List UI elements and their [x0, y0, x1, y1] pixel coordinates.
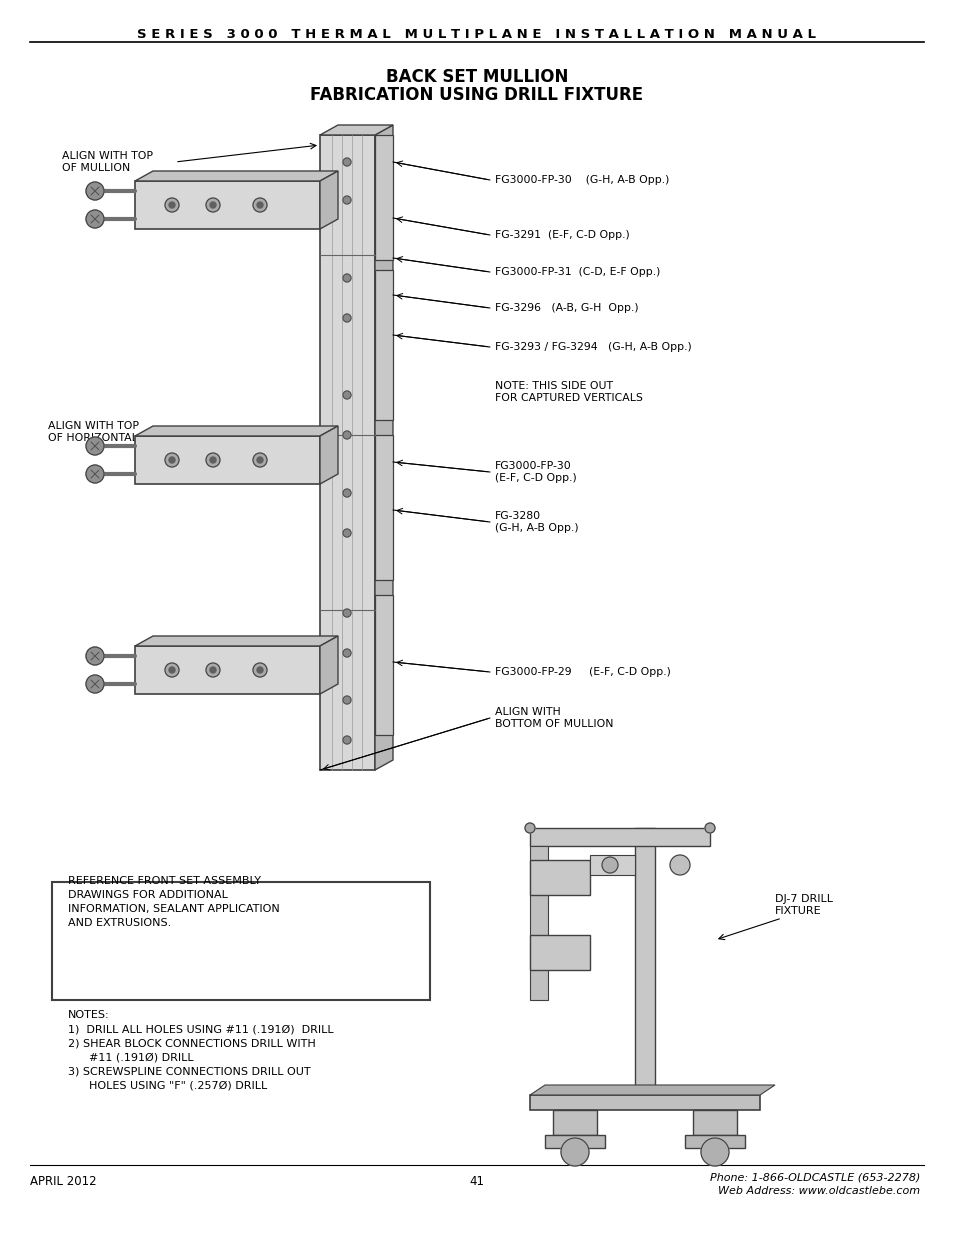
Circle shape: [669, 855, 689, 876]
Text: FG-3291  (E-F, C-D Opp.): FG-3291 (E-F, C-D Opp.): [495, 230, 629, 240]
Circle shape: [343, 196, 351, 204]
Circle shape: [343, 314, 351, 322]
Circle shape: [343, 529, 351, 537]
Circle shape: [343, 158, 351, 165]
Polygon shape: [375, 595, 393, 735]
Circle shape: [86, 210, 104, 228]
Text: FABRICATION USING DRILL FIXTURE: FABRICATION USING DRILL FIXTURE: [310, 86, 643, 104]
Text: ALIGN WITH TOP
OF MULLION: ALIGN WITH TOP OF MULLION: [62, 151, 152, 173]
Polygon shape: [530, 935, 589, 969]
Polygon shape: [684, 1135, 744, 1149]
Polygon shape: [319, 135, 375, 769]
Circle shape: [86, 676, 104, 693]
Polygon shape: [135, 646, 319, 694]
Text: ALIGN WITH
BOTTOM OF MULLION: ALIGN WITH BOTTOM OF MULLION: [495, 708, 613, 729]
Polygon shape: [375, 125, 393, 769]
Circle shape: [343, 431, 351, 438]
Polygon shape: [544, 1135, 604, 1149]
Polygon shape: [135, 426, 337, 436]
Circle shape: [343, 609, 351, 618]
Polygon shape: [319, 125, 393, 135]
Text: BACK SET MULLION: BACK SET MULLION: [385, 68, 568, 86]
Text: APRIL 2012: APRIL 2012: [30, 1174, 96, 1188]
Circle shape: [86, 437, 104, 454]
Circle shape: [165, 453, 179, 467]
Text: Phone: 1-866-OLDCASTLE (653-2278): Phone: 1-866-OLDCASTLE (653-2278): [709, 1172, 919, 1182]
Circle shape: [86, 466, 104, 483]
Circle shape: [210, 203, 215, 207]
Polygon shape: [135, 182, 319, 228]
Text: FG-3280
(G-H, A-B Opp.): FG-3280 (G-H, A-B Opp.): [495, 511, 578, 532]
Circle shape: [704, 823, 714, 832]
Polygon shape: [319, 170, 337, 228]
Text: FG3000-FP-31  (C-D, E-F Opp.): FG3000-FP-31 (C-D, E-F Opp.): [495, 267, 659, 277]
Text: ALIGN WITH TOP
OF HORIZONTAL: ALIGN WITH TOP OF HORIZONTAL: [48, 421, 139, 443]
Polygon shape: [135, 170, 337, 182]
Circle shape: [560, 1137, 588, 1166]
Circle shape: [256, 667, 263, 673]
Circle shape: [343, 391, 351, 399]
Circle shape: [206, 453, 220, 467]
Polygon shape: [375, 435, 393, 580]
Circle shape: [165, 198, 179, 212]
Polygon shape: [530, 1095, 760, 1110]
Text: 41: 41: [469, 1174, 484, 1188]
Text: FG3000-FP-30
(E-F, C-D Opp.): FG3000-FP-30 (E-F, C-D Opp.): [495, 461, 577, 483]
Circle shape: [86, 182, 104, 200]
Polygon shape: [553, 1110, 597, 1135]
Text: DJ-7 DRILL
FIXTURE: DJ-7 DRILL FIXTURE: [774, 894, 832, 916]
Polygon shape: [635, 827, 655, 1095]
Circle shape: [169, 667, 174, 673]
Polygon shape: [589, 855, 635, 876]
Text: FG-3296   (A-B, G-H  Opp.): FG-3296 (A-B, G-H Opp.): [495, 303, 638, 312]
Circle shape: [343, 697, 351, 704]
Circle shape: [210, 457, 215, 463]
Circle shape: [169, 203, 174, 207]
Polygon shape: [135, 636, 337, 646]
Text: FG-3293 / FG-3294   (G-H, A-B Opp.): FG-3293 / FG-3294 (G-H, A-B Opp.): [495, 342, 691, 352]
Circle shape: [343, 650, 351, 657]
Polygon shape: [375, 270, 393, 420]
Circle shape: [343, 274, 351, 282]
Circle shape: [86, 647, 104, 664]
Circle shape: [256, 203, 263, 207]
Polygon shape: [530, 827, 709, 846]
Polygon shape: [530, 846, 547, 1000]
Polygon shape: [692, 1110, 737, 1135]
Text: S E R I E S   3 0 0 0   T H E R M A L   M U L T I P L A N E   I N S T A L L A T : S E R I E S 3 0 0 0 T H E R M A L M U L …: [137, 28, 816, 41]
Polygon shape: [319, 426, 337, 484]
Text: FG3000-FP-29     (E-F, C-D Opp.): FG3000-FP-29 (E-F, C-D Opp.): [495, 667, 670, 677]
Circle shape: [206, 663, 220, 677]
Circle shape: [524, 823, 535, 832]
Circle shape: [165, 663, 179, 677]
Circle shape: [210, 667, 215, 673]
Circle shape: [206, 198, 220, 212]
Text: FG3000-FP-30    (G-H, A-B Opp.): FG3000-FP-30 (G-H, A-B Opp.): [495, 175, 669, 185]
Polygon shape: [319, 636, 337, 694]
Text: REFERENCE FRONT SET ASSEMBLY
DRAWINGS FOR ADDITIONAL
INFORMATION, SEALANT APPLIC: REFERENCE FRONT SET ASSEMBLY DRAWINGS FO…: [68, 876, 279, 927]
Circle shape: [169, 457, 174, 463]
Polygon shape: [530, 860, 589, 895]
Text: NOTE: THIS SIDE OUT
FOR CAPTURED VERTICALS: NOTE: THIS SIDE OUT FOR CAPTURED VERTICA…: [495, 382, 642, 403]
Circle shape: [343, 489, 351, 496]
Circle shape: [601, 857, 618, 873]
Circle shape: [253, 453, 267, 467]
Circle shape: [253, 198, 267, 212]
Text: NOTES:
1)  DRILL ALL HOLES USING #11 (.191Ø)  DRILL
2) SHEAR BLOCK CONNECTIONS D: NOTES: 1) DRILL ALL HOLES USING #11 (.19…: [68, 1010, 334, 1091]
Circle shape: [256, 457, 263, 463]
Circle shape: [343, 736, 351, 743]
Polygon shape: [135, 436, 319, 484]
Polygon shape: [530, 1086, 774, 1095]
FancyBboxPatch shape: [52, 882, 430, 1000]
Circle shape: [253, 663, 267, 677]
Polygon shape: [375, 135, 393, 261]
Circle shape: [700, 1137, 728, 1166]
Text: Web Address: www.oldcastlebe.com: Web Address: www.oldcastlebe.com: [717, 1186, 919, 1195]
